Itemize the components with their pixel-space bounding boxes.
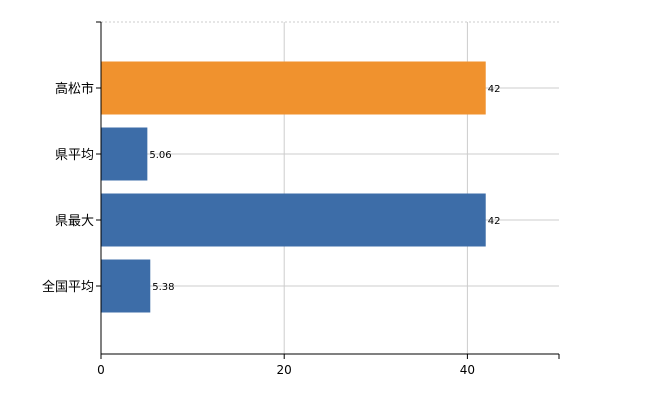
bar-3 bbox=[101, 259, 151, 313]
data-label-0: 42 bbox=[488, 84, 501, 95]
category-label-3: 全国平均 bbox=[42, 279, 94, 295]
x-tick-label-2: 40 bbox=[460, 363, 475, 377]
bar-2 bbox=[101, 193, 486, 247]
data-label-1: 5.06 bbox=[149, 150, 171, 161]
bar-0 bbox=[101, 61, 486, 115]
axes bbox=[96, 21, 560, 359]
data-label-2: 42 bbox=[488, 216, 501, 227]
category-label-1: 県平均 bbox=[55, 148, 94, 163]
x-tick-label-0: 0 bbox=[97, 363, 105, 377]
bar-1 bbox=[101, 127, 148, 181]
data-label-3: 5.38 bbox=[152, 282, 174, 293]
category-label-2: 県最大 bbox=[55, 214, 94, 229]
labels: 42 高松市 5.06 県平均 42 県最大 5.38 全国平均 0 20 40 bbox=[42, 81, 500, 377]
x-tick-label-1: 20 bbox=[277, 363, 292, 377]
bars bbox=[101, 61, 486, 313]
category-label-0: 高松市 bbox=[55, 81, 94, 97]
